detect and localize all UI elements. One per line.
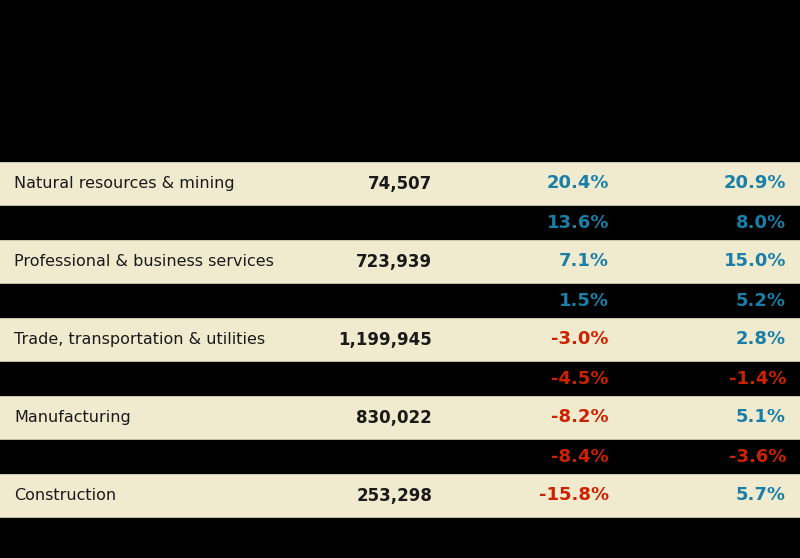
- Text: 13.6%: 13.6%: [546, 214, 609, 232]
- Bar: [0, 283, 800, 318]
- Text: -3.0%: -3.0%: [551, 330, 609, 349]
- Text: Natural resources & mining: Natural resources & mining: [14, 176, 234, 191]
- Text: Manufacturing: Manufacturing: [14, 410, 130, 425]
- Text: 5.2%: 5.2%: [736, 291, 786, 310]
- Bar: [0, 474, 800, 517]
- Text: 830,022: 830,022: [356, 408, 432, 426]
- Text: 253,298: 253,298: [356, 487, 432, 504]
- Text: 7.1%: 7.1%: [559, 253, 609, 271]
- Bar: [0, 361, 800, 396]
- Text: 5.7%: 5.7%: [736, 487, 786, 504]
- Bar: [0, 439, 800, 474]
- Text: Construction: Construction: [14, 488, 116, 503]
- Text: -15.8%: -15.8%: [539, 487, 609, 504]
- Bar: [0, 396, 800, 439]
- Text: Trade, transportation & utilities: Trade, transportation & utilities: [14, 332, 265, 347]
- Text: 15.0%: 15.0%: [723, 253, 786, 271]
- Text: -8.4%: -8.4%: [551, 448, 609, 465]
- Text: 723,939: 723,939: [356, 253, 432, 271]
- Text: -8.2%: -8.2%: [551, 408, 609, 426]
- Text: 20.9%: 20.9%: [723, 175, 786, 193]
- Text: 5.1%: 5.1%: [736, 408, 786, 426]
- Text: -4.5%: -4.5%: [551, 369, 609, 387]
- Text: 8.0%: 8.0%: [736, 214, 786, 232]
- Text: 74,507: 74,507: [368, 175, 432, 193]
- Bar: [0, 240, 800, 283]
- Text: 1,199,945: 1,199,945: [338, 330, 432, 349]
- Text: 2.8%: 2.8%: [736, 330, 786, 349]
- Text: 20.4%: 20.4%: [546, 175, 609, 193]
- Bar: [0, 162, 800, 205]
- Text: Professional & business services: Professional & business services: [14, 254, 274, 269]
- Bar: [0, 205, 800, 240]
- Bar: [0, 318, 800, 361]
- Text: -3.6%: -3.6%: [729, 448, 786, 465]
- Text: 1.5%: 1.5%: [559, 291, 609, 310]
- Text: -1.4%: -1.4%: [729, 369, 786, 387]
